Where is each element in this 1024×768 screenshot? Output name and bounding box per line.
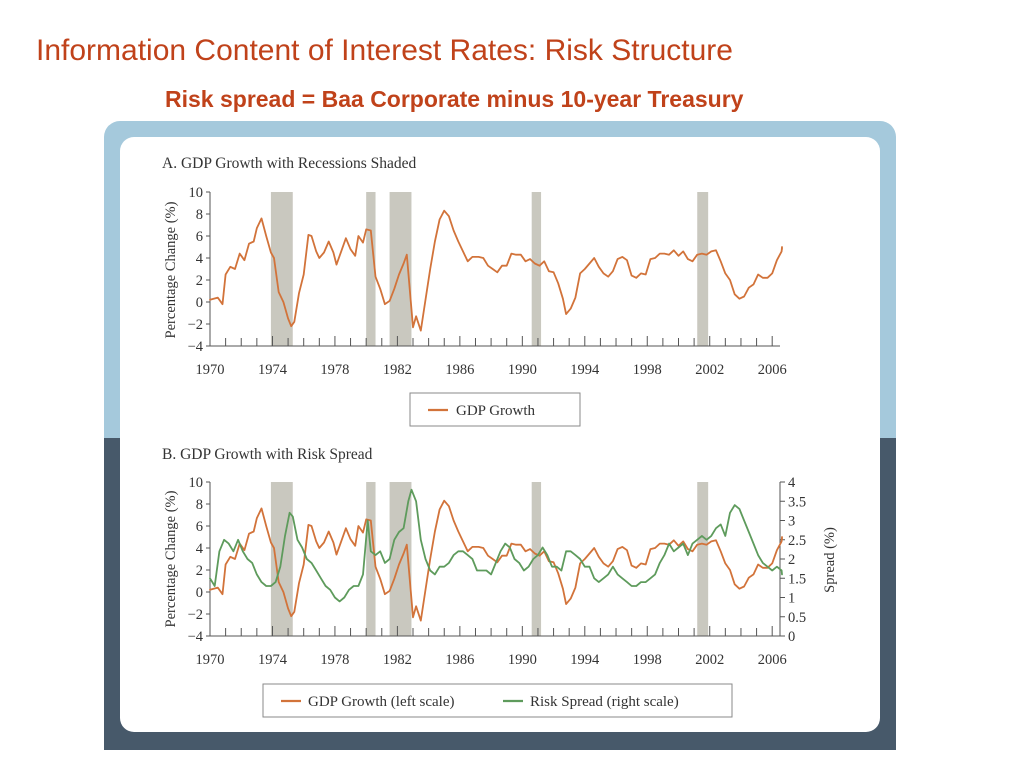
x-tick-label: 1978 <box>320 362 349 378</box>
recession-band <box>366 192 376 346</box>
y-tick-label: 2 <box>196 273 203 289</box>
y-tick-label: 10 <box>189 185 204 201</box>
y-tick-label: 4 <box>196 541 204 557</box>
recession-band <box>697 192 709 346</box>
y-right-tick-label: 2 <box>788 552 795 568</box>
x-tick-label: 1982 <box>383 362 412 378</box>
legend-gdp-left-label: GDP Growth (left scale) <box>308 694 454 710</box>
x-tick-label: 1986 <box>445 362 474 378</box>
y-tick-label: 8 <box>196 497 203 513</box>
y-tick-label: −2 <box>188 317 203 333</box>
recession-band <box>531 192 542 346</box>
y-tick-label: 8 <box>196 207 203 223</box>
y-right-tick-label: 3 <box>788 514 795 530</box>
x-tick-label: 1998 <box>633 362 662 378</box>
x-tick-label: 2006 <box>758 362 787 378</box>
panel-a-legend: GDP Growth <box>409 392 581 427</box>
y-right-tick-label: 1.5 <box>788 571 806 587</box>
x-tick-label: 1974 <box>258 652 288 668</box>
gdp-growth-line <box>209 499 783 622</box>
x-tick-label: 1990 <box>508 362 537 378</box>
x-tick-label: 1982 <box>383 652 412 668</box>
y-right-tick-label: 4 <box>788 475 796 491</box>
y-tick-label: 4 <box>196 251 204 267</box>
panel-b-title: B. GDP Growth with Risk Spread <box>162 446 373 463</box>
y-tick-label: 2 <box>196 563 203 579</box>
y-tick-label: −2 <box>188 607 203 623</box>
x-tick-label: 2002 <box>695 652 724 668</box>
y-right-tick-label: 1 <box>788 591 795 607</box>
y-tick-label: 0 <box>196 585 203 601</box>
legend-gdp-label: GDP Growth <box>456 403 536 419</box>
y-tick-label: −4 <box>188 339 204 355</box>
gdp-growth-line <box>209 209 783 332</box>
x-tick-label: 1970 <box>196 362 225 378</box>
panel-b-legend: GDP Growth (left scale) Risk Spread (rig… <box>262 683 733 718</box>
slide-subtitle: Risk spread = Baa Corporate minus 10-yea… <box>165 86 744 112</box>
y-tick-label: 10 <box>189 475 204 491</box>
y-tick-label: 6 <box>196 229 203 245</box>
recession-band <box>270 192 293 346</box>
x-tick-label: 2002 <box>695 362 724 378</box>
panel-b: B. GDP Growth with Risk Spread Percentag… <box>162 446 838 718</box>
y-right-tick-label: 0.5 <box>788 610 806 626</box>
panel-b-legend-box <box>262 683 733 718</box>
y-tick-label: −4 <box>188 629 204 645</box>
y-tick-label: 6 <box>196 519 203 535</box>
x-tick-label: 1990 <box>508 652 537 668</box>
x-tick-label: 1994 <box>570 362 600 378</box>
recession-band <box>366 482 376 636</box>
panel-a-title: A. GDP Growth with Recessions Shaded <box>162 155 417 172</box>
x-tick-label: 1974 <box>258 362 288 378</box>
slide-title: Information Content of Interest Rates: R… <box>36 34 733 67</box>
x-tick-label: 1970 <box>196 652 225 668</box>
figure-panel <box>120 137 880 732</box>
x-tick-label: 1978 <box>320 652 349 668</box>
x-tick-label: 1994 <box>570 652 600 668</box>
y-right-tick-label: 3.5 <box>788 494 806 510</box>
panel-a: A. GDP Growth with Recessions Shaded Per… <box>162 155 787 427</box>
y-right-tick-label: 0 <box>788 629 795 645</box>
y-tick-label: 0 <box>196 295 203 311</box>
recession-band <box>697 482 709 636</box>
x-tick-label: 1998 <box>633 652 662 668</box>
risk-spread-line <box>209 488 783 603</box>
legend-spread-label: Risk Spread (right scale) <box>530 694 679 710</box>
panel-b-right-axis-label: Spread (%) <box>822 527 838 593</box>
panel-a-y-axis-label: Percentage Change (%) <box>163 201 179 338</box>
x-tick-label: 1986 <box>445 652 474 668</box>
recession-band <box>531 482 542 636</box>
panel-b-y-axis-label: Percentage Change (%) <box>163 490 179 627</box>
y-right-tick-label: 2.5 <box>788 533 806 549</box>
x-tick-label: 2006 <box>758 652 787 668</box>
